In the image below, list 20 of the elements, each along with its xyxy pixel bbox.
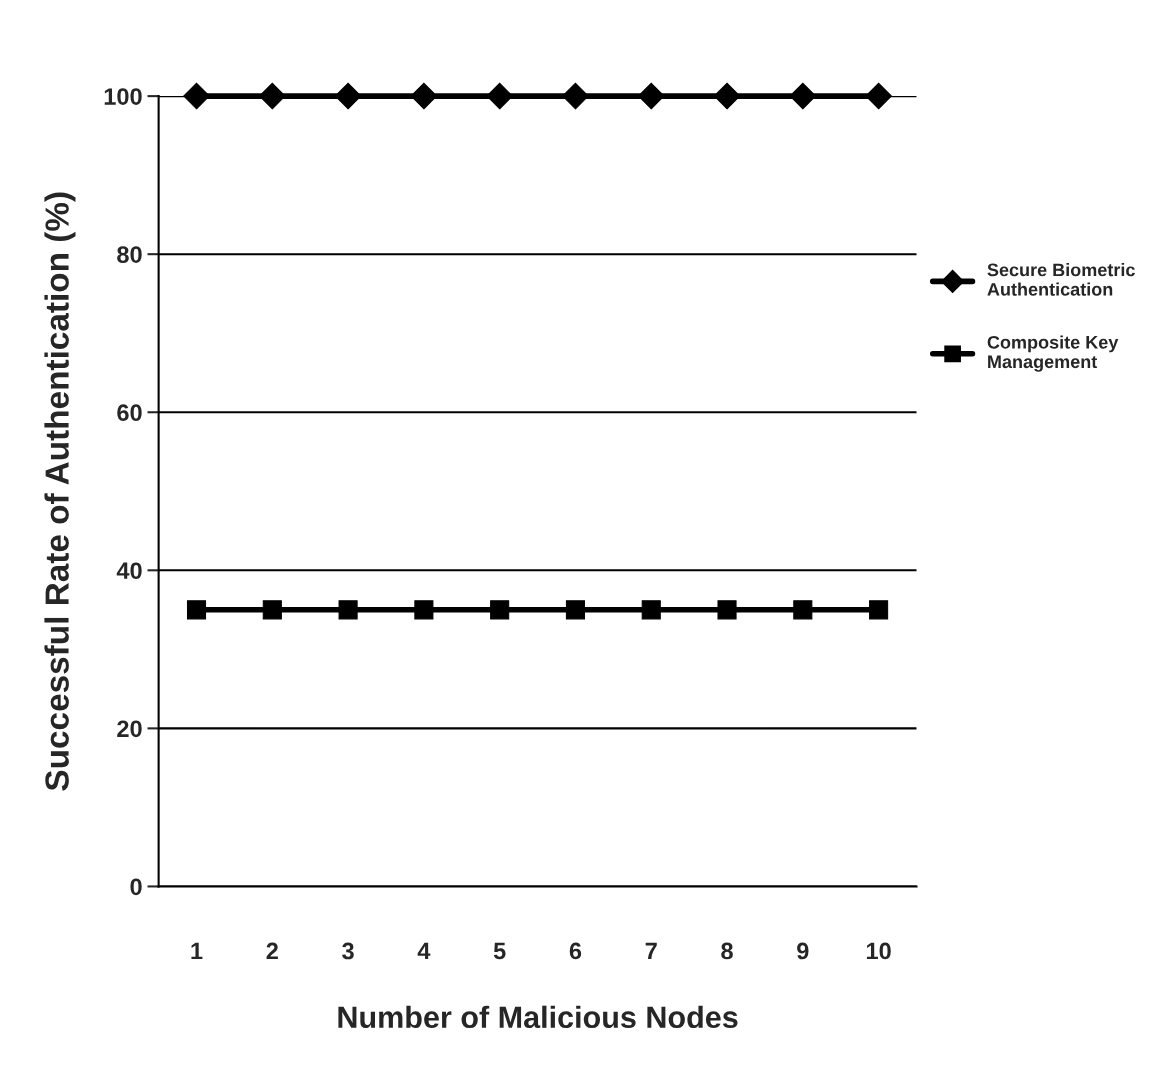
x-tick-label: 7 [645, 942, 657, 960]
y-tick-label: 60 [117, 404, 142, 422]
x-tick-label: 9 [797, 942, 809, 960]
x-tick-label: 6 [569, 942, 582, 960]
x-axis-title: Number of Malicious Nodes [338, 1005, 738, 1029]
y-tick-label: 100 [104, 88, 142, 105]
x-tick-label: 10 [866, 942, 891, 960]
y-tick-label: 80 [117, 246, 142, 263]
legend-label: Composite Key Management [987, 335, 1119, 372]
y-axis-title: Successful Rate of Authentication (%) [44, 192, 76, 791]
x-tick-label: 4 [417, 942, 431, 960]
x-tick-label: 2 [266, 942, 278, 960]
y-tick-label: 0 [130, 878, 142, 896]
y-tick-label: 20 [117, 720, 142, 738]
x-tick-label: 8 [721, 942, 733, 960]
y-tick-label: 40 [116, 562, 142, 580]
legend-label: Secure Biometric Authentication [987, 263, 1135, 296]
x-tick-label: 1 [191, 942, 203, 960]
x-tick-label: 3 [342, 942, 354, 960]
x-tick-label: 5 [493, 942, 506, 960]
